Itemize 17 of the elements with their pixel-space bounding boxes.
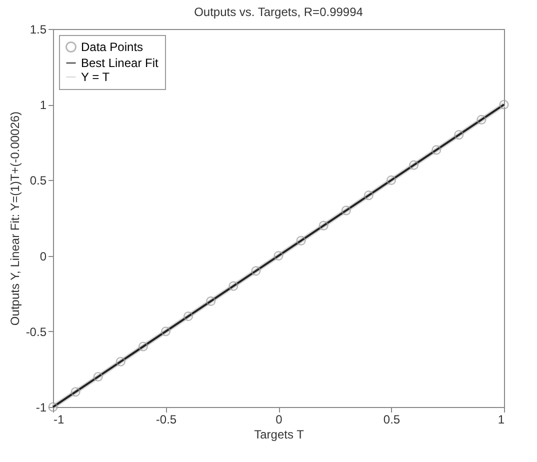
- x-tick-label: 0.5: [383, 412, 400, 426]
- y-tick-label: 0.5: [30, 174, 47, 188]
- x-axis-title: Targets T: [254, 428, 305, 442]
- x-tick-label: -1: [54, 412, 64, 426]
- y-tick-label: -0.5: [26, 324, 47, 339]
- legend-label: Best Linear Fit: [81, 56, 160, 70]
- x-tick-label: 0: [276, 412, 283, 426]
- y-tick-label: 1: [40, 98, 47, 112]
- y-tick-label: 0: [40, 249, 47, 264]
- chart-title: Outputs vs. Targets, R=0.99994: [194, 5, 364, 19]
- y-tick-label: -1: [36, 400, 47, 414]
- legend-label: Y = T: [81, 70, 110, 84]
- y-tick-label: 1.5: [30, 22, 47, 36]
- y-axis-title: Outputs Y, Linear Fit: Y=(1)T+(-0.00026): [8, 111, 22, 326]
- legend-label: Data Points: [81, 40, 144, 54]
- x-tick-label: -0.5: [156, 412, 177, 426]
- x-tick-label: 1: [498, 412, 505, 426]
